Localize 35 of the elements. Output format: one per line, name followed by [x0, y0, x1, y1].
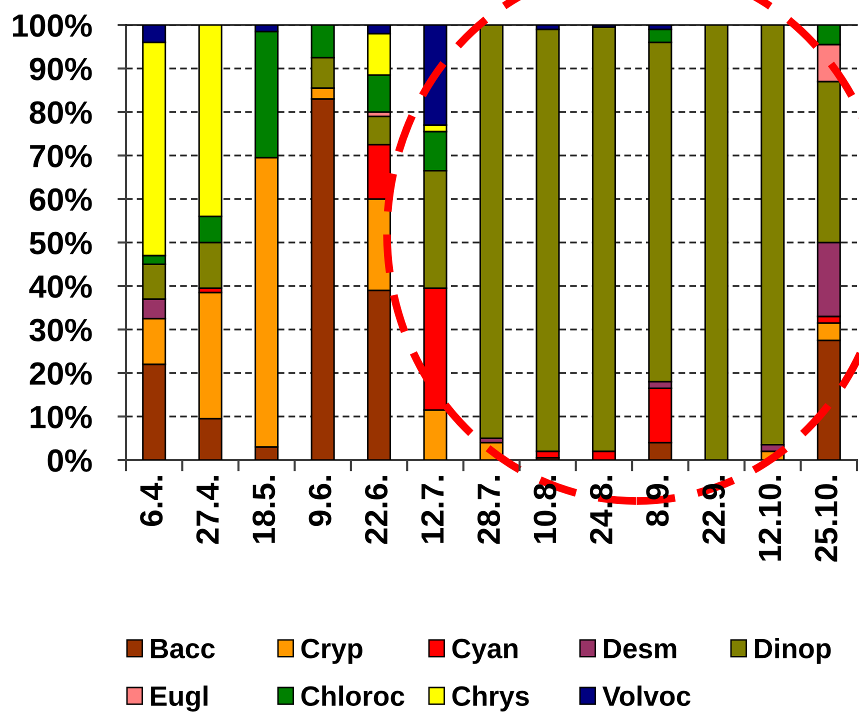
y-tick-label: 90%: [30, 58, 92, 80]
x-tick-label: 12.10.: [758, 476, 782, 561]
x-tick-label: 24.8.: [590, 476, 613, 544]
legend-label: Volvoc: [602, 686, 690, 706]
x-tick-label: 6.4.: [140, 476, 163, 526]
x-tick-label: 8.9.: [646, 476, 669, 526]
y-tick-label: 40%: [29, 275, 92, 298]
y-tick-label: 20%: [30, 362, 92, 385]
legend-label: Cryp: [301, 638, 362, 664]
x-tick-label: 28.7.: [477, 476, 500, 544]
x-tick-label: 9.6.: [308, 476, 332, 526]
x-tick-label: 12.7.: [421, 476, 444, 543]
y-tick-label: 60%: [30, 188, 92, 211]
x-tick-label: 22.6.: [364, 476, 388, 544]
y-tick-label: 80%: [30, 101, 92, 124]
legend-label: Chloroc: [301, 686, 404, 706]
y-tick-label: 50%: [30, 232, 92, 254]
y-tick-label: 0%: [48, 449, 92, 472]
legend-label: Chrys: [452, 686, 529, 712]
bar: [479, 25, 504, 440]
y-tick-label: 70%: [30, 144, 92, 168]
bar: [704, 25, 728, 460]
x-tick-label: 25.10.: [814, 476, 838, 562]
y-tick-label: 100%: [12, 14, 92, 37]
legend-label: Dinop: [755, 638, 831, 664]
x-tick-label: 27.4.: [196, 476, 219, 544]
legend-label: Cyan: [452, 638, 518, 664]
x-tick-label: 10.8.: [534, 476, 556, 543]
x-tick-label: 18.5.: [252, 476, 276, 543]
legend-label: Desm: [604, 639, 676, 658]
y-tick-label: 30%: [29, 318, 92, 342]
legend-label: Eugl: [151, 686, 208, 712]
legend-label: Bacc: [151, 639, 215, 658]
x-tick-label: 22.9.: [702, 476, 725, 544]
y-tick-label: 10%: [30, 406, 92, 428]
